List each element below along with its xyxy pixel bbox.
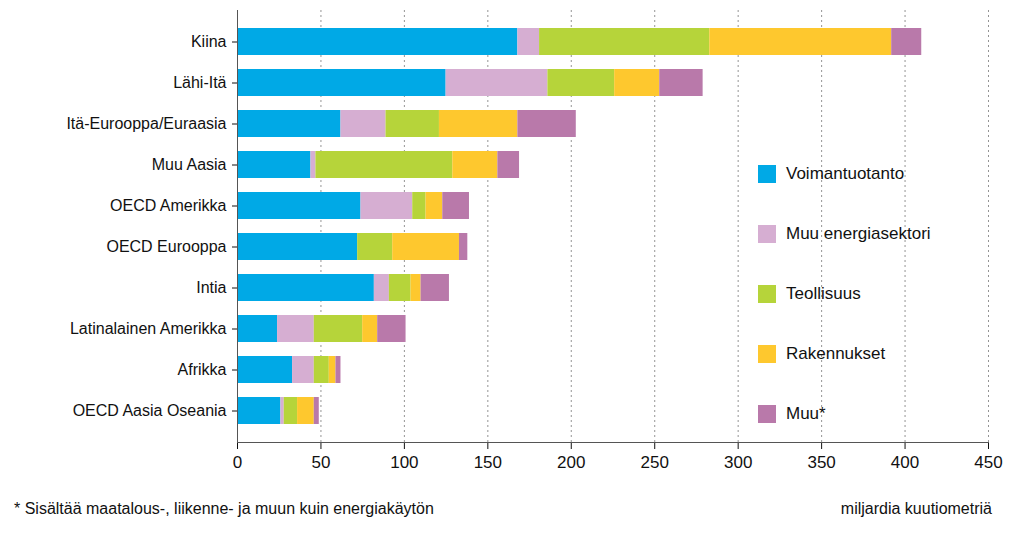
- svg-text:Lähi-Itä: Lähi-Itä: [173, 74, 226, 91]
- html-text:Muu energiasektori: Muu energiasektori: [786, 224, 931, 243]
- svg-text:400: 400: [891, 453, 919, 472]
- svg-text:450: 450: [974, 453, 1002, 472]
- html-text:* Sisältää maatalous-, liikenn: * Sisältää maatalous-, liikenne- ja muun…: [14, 500, 434, 517]
- svg-text:100: 100: [390, 453, 418, 472]
- html-text:Rakennukset: Rakennukset: [786, 344, 886, 363]
- svg-text:OECD Amerikka: OECD Amerikka: [110, 197, 227, 214]
- html-text:miljardia kuutiometriä: miljardia kuutiometriä: [840, 500, 992, 517]
- svg-text:150: 150: [474, 453, 502, 472]
- html-text:Voimantuotanto: Voimantuotanto: [786, 164, 905, 183]
- svg-text:0: 0: [233, 453, 242, 472]
- html-text:Muu*: Muu*: [786, 404, 826, 423]
- svg-text:OECD Aasia Oseania: OECD Aasia Oseania: [73, 402, 227, 419]
- svg-text:300: 300: [724, 453, 752, 472]
- html-text:Teollisuus: Teollisuus: [786, 284, 861, 303]
- svg-text:250: 250: [641, 453, 669, 472]
- svg-text:Latinalainen Amerikka: Latinalainen Amerikka: [70, 320, 227, 337]
- svg-text:200: 200: [557, 453, 585, 472]
- svg-text:Intia: Intia: [196, 279, 226, 296]
- svg-text:Muu Aasia: Muu Aasia: [152, 156, 227, 173]
- svg-text:Kiina: Kiina: [191, 33, 227, 50]
- svg-text:Afrikka: Afrikka: [178, 361, 227, 378]
- svg-text:OECD Eurooppa: OECD Eurooppa: [106, 238, 226, 255]
- svg-text:Itä-Eurooppa/Euraasia: Itä-Eurooppa/Euraasia: [66, 115, 226, 132]
- svg-text:350: 350: [807, 453, 835, 472]
- svg-text:50: 50: [311, 453, 330, 472]
